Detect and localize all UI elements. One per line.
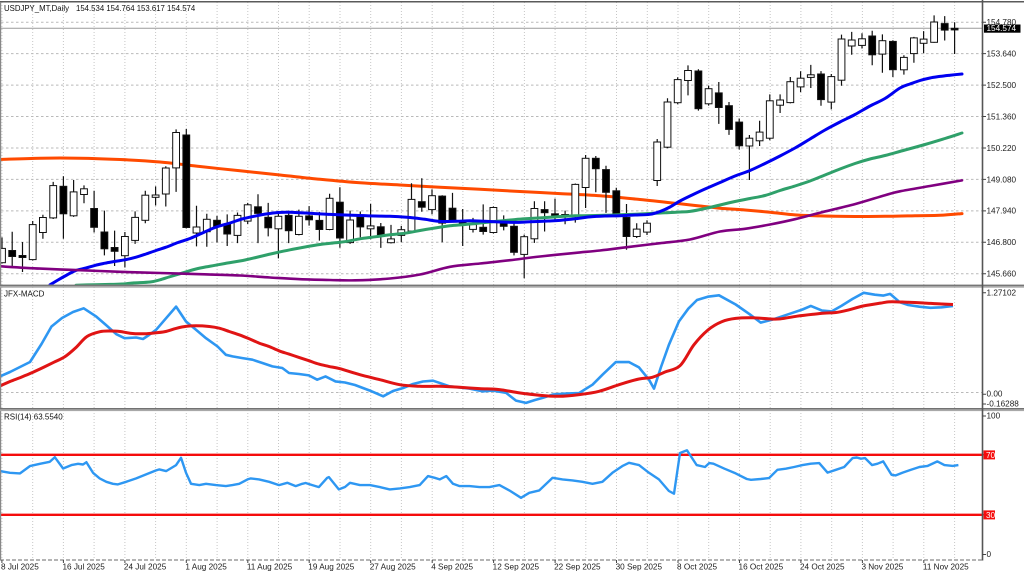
svg-text:RSI(14) 63.5540: RSI(14) 63.5540 [4, 413, 63, 422]
svg-text:30 Sep 2025: 30 Sep 2025 [616, 563, 663, 572]
svg-text:22 Sep 2025: 22 Sep 2025 [554, 563, 601, 572]
svg-text:JFX-MACD: JFX-MACD [4, 290, 45, 299]
svg-text:147.940: 147.940 [987, 207, 1017, 216]
svg-text:16 Jul 2025: 16 Jul 2025 [62, 563, 105, 572]
svg-text:11 Nov 2025: 11 Nov 2025 [923, 563, 969, 572]
svg-text:3 Nov 2025: 3 Nov 2025 [861, 563, 903, 572]
svg-text:24 Jul 2025: 24 Jul 2025 [124, 563, 167, 572]
svg-text:27 Aug 2025: 27 Aug 2025 [370, 563, 416, 572]
svg-text:100: 100 [987, 412, 1001, 421]
svg-text:11 Aug 2025: 11 Aug 2025 [247, 563, 293, 572]
svg-text:152.500: 152.500 [987, 81, 1017, 90]
svg-text:16 Oct 2025: 16 Oct 2025 [739, 563, 784, 572]
svg-text:-0.16288: -0.16288 [987, 399, 1020, 408]
svg-text:154.574: 154.574 [987, 24, 1017, 33]
svg-text:8 Jul 2025: 8 Jul 2025 [1, 563, 39, 572]
svg-text:USDJPY_MT,Daily: USDJPY_MT,Daily [4, 4, 69, 13]
svg-text:153.640: 153.640 [987, 49, 1017, 58]
svg-text:70: 70 [986, 451, 996, 460]
svg-text:12 Sep 2025: 12 Sep 2025 [493, 563, 540, 572]
svg-text:149.080: 149.080 [987, 175, 1017, 184]
svg-text:0.00: 0.00 [987, 390, 1003, 399]
svg-text:8 Oct 2025: 8 Oct 2025 [677, 563, 718, 572]
svg-text:30: 30 [986, 511, 996, 520]
svg-text:1.27102: 1.27102 [987, 289, 1017, 298]
svg-text:19 Aug 2025: 19 Aug 2025 [308, 563, 354, 572]
svg-text:146.800: 146.800 [987, 238, 1017, 247]
svg-text:154.534 154.764 153.617 154.57: 154.534 154.764 153.617 154.574 [76, 4, 196, 13]
svg-text:24 Oct 2025: 24 Oct 2025 [800, 563, 845, 572]
svg-text:4 Sep 2025: 4 Sep 2025 [431, 563, 473, 572]
svg-text:0: 0 [987, 550, 992, 559]
svg-text:145.660: 145.660 [987, 270, 1017, 279]
svg-text:151.360: 151.360 [987, 112, 1017, 121]
svg-text:1 Aug 2025: 1 Aug 2025 [185, 563, 227, 572]
svg-text:154.780: 154.780 [987, 18, 1017, 27]
svg-text:150.220: 150.220 [987, 144, 1017, 153]
